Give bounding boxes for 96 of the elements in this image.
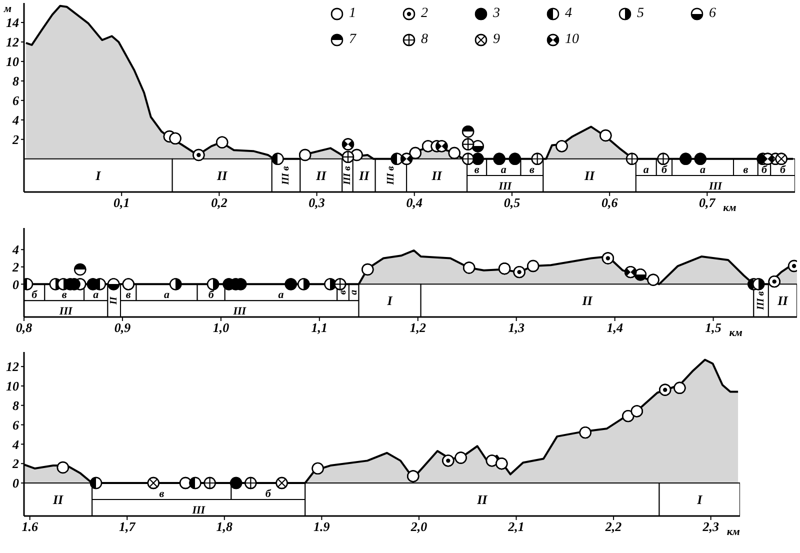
band-label: а [278,289,284,302]
band-label: III в [280,166,292,186]
band-label: II [476,492,488,508]
y-tick-label: 2 [12,132,20,148]
x-tick-label: 2,3 [702,519,720,534]
band-label: III в [756,290,767,311]
legend-label: 3 [493,6,500,22]
band-label: в [126,289,131,302]
band-label: II [584,168,596,183]
x-tick-label: 2,1 [507,519,524,534]
legend-label: 7 [349,32,356,48]
x-tick-label: 1,5 [705,320,722,336]
band-label: III [708,180,723,192]
x-tick-label: 1,8 [216,519,234,534]
legend-label: 1 [349,6,356,22]
band-label: в [338,290,349,295]
y-tick-label: 2 [12,260,20,274]
x-tick-label: 0,1 [113,195,130,210]
band-label: а [500,164,507,176]
band-label: б [780,164,786,176]
legend-label: 9 [493,32,500,48]
x-tick-label: 1,4 [606,320,624,336]
band-label: а [164,289,170,302]
x-tick-label: 0,8 [16,320,33,336]
band-label: в [159,488,164,500]
legend-label: 5 [637,6,644,22]
band-label: а [643,164,650,176]
legend-label: 10 [565,32,579,48]
band-label: в [530,164,535,176]
x-tick-label: 1,7 [118,519,136,534]
y-tick-label: 4 [12,242,20,258]
y-tick-label: 12 [6,34,20,50]
x-tick-label: 2,0 [410,519,428,534]
band-label: в [743,164,748,176]
x-tick-label: 1,0 [212,320,230,336]
x-tick-label: 1,2 [410,320,427,336]
y-tick-label: 2 [12,456,20,472]
band-label: б [762,164,768,176]
legend-label: 6 [709,6,716,22]
band-label: II [358,168,370,183]
y-axis-title: м [3,3,12,15]
band-label: II [581,293,594,308]
band-label: а [700,164,706,176]
x-tick-label: 1,3 [508,320,525,336]
band-label: III в [385,166,396,186]
y-tick-label: 0 [12,476,20,491]
x-tick-label: 1,1 [311,320,328,336]
x-axis-title: км [723,202,737,214]
band-label: в [474,164,480,176]
y-tick-label: 12 [6,359,20,374]
y-tick-label: 8 [12,398,20,413]
band-label: III [232,306,247,318]
x-tick-label: 1.9 [314,519,330,534]
y-tick-label: 10 [6,54,20,70]
band-label: I [94,168,102,183]
x-tick-label: 1.6 [22,519,38,534]
x-axis-title: км [726,526,740,538]
band-label: III [498,180,512,192]
x-tick-label: 0,5 [504,195,521,210]
band-label: III в [342,166,354,186]
band-label: III [191,504,206,516]
band-label: в [62,289,67,302]
y-tick-label: 6 [12,417,20,432]
band-label: а [348,290,360,295]
band-label: б [208,289,214,302]
y-tick-label: 4 [12,436,20,452]
band-label: I [696,492,704,508]
x-axis-title: км [729,327,743,339]
x-tick-label: 0,4 [406,195,424,210]
band-label: I [386,293,394,308]
band-label: а [93,289,100,302]
x-tick-label: 0,3 [308,195,326,210]
x-tick-label: 0,7 [699,195,716,210]
band-label: б [32,289,38,302]
band-label: II [216,168,228,183]
legend-label: 2 [421,6,428,22]
y-tick-label: 8 [12,74,20,89]
band-label: II [430,168,443,183]
band-label: II [776,293,789,308]
band-label: II [315,168,328,183]
band-label: III [58,306,73,318]
x-tick-label: 2,2 [604,519,622,534]
band-label: II [52,492,64,508]
x-tick-label: 0,9 [114,320,132,336]
y-tick-label: 10 [6,378,20,394]
band-label: б [661,164,668,176]
band-label: II [108,296,120,306]
x-tick-label: 0,6 [601,195,618,210]
band-label: б [265,488,272,500]
legend-label: 8 [421,32,428,48]
x-tick-label: 0,2 [211,195,228,210]
y-tick-label: 4 [12,112,20,128]
y-tick-label: 0 [12,276,20,292]
legend-label: 4 [565,6,572,22]
y-tick-label: 14 [6,15,20,30]
y-tick-label: 6 [12,93,20,108]
